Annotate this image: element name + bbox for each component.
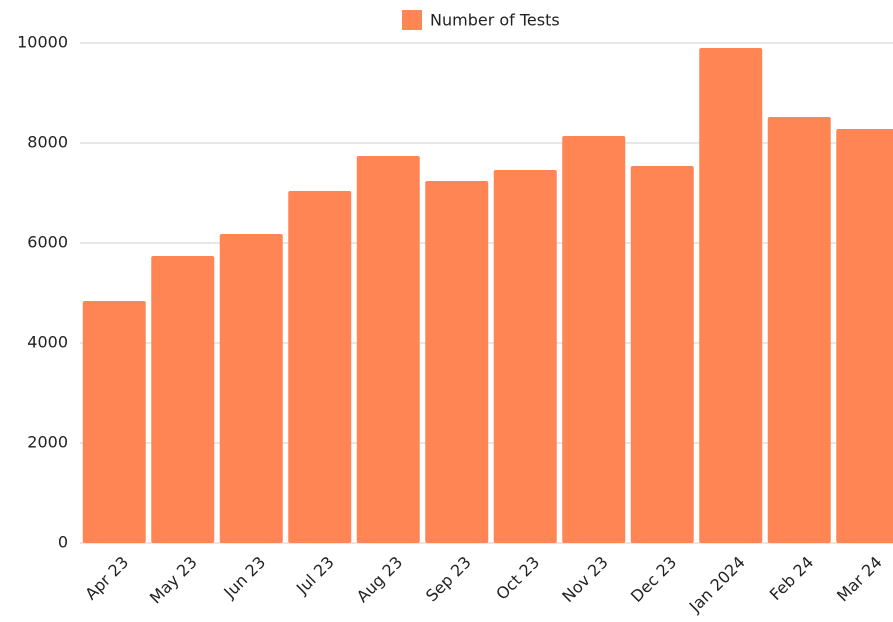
x-tick-label: Oct 23 [492,553,543,604]
x-tick-label: Nov 23 [558,553,612,607]
x-tick-label: Dec 23 [627,553,680,606]
y-tick-label: 0 [58,533,68,552]
bar [151,256,215,543]
bar [219,234,283,543]
legend-label: Number of Tests [430,11,560,30]
x-tick-label: Jan 2024 [685,553,749,617]
y-tick-label: 10000 [17,33,68,52]
bar [425,181,489,543]
x-tick-label: Jun 23 [219,553,269,603]
legend-swatch [402,10,422,30]
x-tick-label: Feb 24 [766,553,817,604]
bar [288,191,352,543]
bar [699,48,763,543]
y-tick-label: 8000 [27,133,68,152]
bar [356,156,420,543]
y-tick-label: 4000 [27,333,68,352]
x-tick-label: May 23 [146,553,201,608]
y-tick-label: 2000 [27,433,68,452]
x-tick-label: Apr 23 [81,553,132,604]
bar [630,166,694,543]
bar [836,129,893,543]
x-tick-label: Jul 23 [292,553,338,599]
x-tick-label: Mar 24 [833,553,886,606]
bar [82,301,146,543]
bar [767,117,831,543]
bar [493,170,557,543]
x-tick-label: Sep 23 [422,553,475,606]
bar [562,136,626,543]
y-tick-label: 6000 [27,233,68,252]
x-tick-label: Aug 23 [353,553,407,607]
